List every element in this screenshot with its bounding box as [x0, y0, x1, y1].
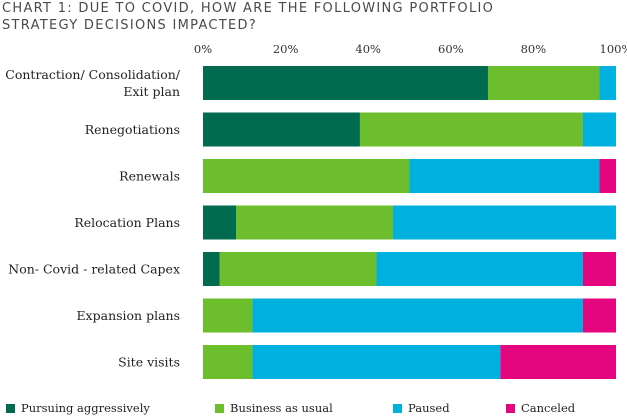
- bar-segment-renewals-paused: [409, 159, 600, 193]
- chart-title-line-2: STRATEGY DECISIONS IMPACTED?: [2, 18, 258, 33]
- legend-swatch-business-as-usual: [215, 403, 224, 413]
- legend-label-paused: Paused: [408, 401, 450, 415]
- bar-segment-expansion-plans-paused: [252, 298, 583, 333]
- legend-item-business-as-usual: Business as usual: [215, 401, 333, 415]
- bar-segment-renewals-canceled: [599, 159, 616, 193]
- category-label-site-visits: Site visits: [118, 355, 180, 370]
- bar-segment-contraction-consolidation-exit-plan-business-as-usual: [487, 66, 600, 100]
- stacked-bar-chart: 0% 20% 40% 60% 80% 100% Contraction/ Consolida…: [5, 42, 627, 379]
- category-label-relocation-plans: Relocation Plans: [74, 215, 180, 230]
- legend-item-pursuing-aggressively: Pursuing aggressively: [6, 401, 150, 415]
- legend-item-canceled: Canceled: [506, 401, 575, 415]
- bar-segment-non-covid-related-capex-pursuing-aggressively: [203, 252, 220, 286]
- x-tick-label-0: 0%: [194, 42, 212, 56]
- bar-segment-relocation-plans-pursuing-aggressively: [203, 205, 237, 240]
- category-label-contraction-consolidation-exit-plan: Contraction/ Consolidation/Exit plan: [5, 67, 181, 99]
- bar-segment-expansion-plans-canceled: [582, 298, 616, 333]
- legend-swatch-pursuing-aggressively: [6, 403, 15, 413]
- bar-segment-non-covid-related-capex-business-as-usual: [219, 252, 377, 286]
- legend-label-business-as-usual: Business as usual: [230, 401, 333, 415]
- x-tick-label-80: 80%: [521, 42, 547, 56]
- bar-segment-renegotiations-paused: [582, 112, 616, 147]
- x-tick-label-60: 60%: [438, 42, 464, 56]
- bar-segment-renegotiations-business-as-usual: [359, 112, 583, 147]
- chart-legend: Pursuing aggressively Business as usual …: [0, 401, 627, 417]
- bar-segment-expansion-plans-business-as-usual: [203, 298, 253, 333]
- bar-segment-non-covid-related-capex-canceled: [582, 252, 616, 286]
- bar-segment-site-visits-paused: [252, 345, 501, 379]
- category-label-renegotiations: Renegotiations: [85, 122, 180, 137]
- bar-segment-relocation-plans-paused: [392, 205, 616, 240]
- chart-title: CHART 1: DUE TO COVID, HOW ARE THE FOLLO…: [2, 0, 494, 34]
- legend-swatch-canceled: [506, 403, 515, 413]
- bar-segment-site-visits-canceled: [500, 345, 616, 379]
- category-label-non-covid-related-capex: Non- Covid - related Capex: [8, 262, 180, 277]
- bar-segment-contraction-consolidation-exit-plan-paused: [599, 66, 616, 100]
- x-tick-label-40: 40%: [355, 42, 381, 56]
- x-tick-label-100: 100%: [600, 42, 627, 56]
- legend-swatch-paused: [393, 403, 402, 413]
- bar-segment-contraction-consolidation-exit-plan-pursuing-aggressively: [203, 66, 488, 100]
- bar-segment-site-visits-business-as-usual: [203, 345, 253, 379]
- bar-segment-relocation-plans-business-as-usual: [236, 205, 393, 240]
- chart-title-line-1: CHART 1: DUE TO COVID, HOW ARE THE FOLLO…: [2, 1, 495, 16]
- category-label-renewals: Renewals: [119, 169, 180, 184]
- legend-label-pursuing-aggressively: Pursuing aggressively: [21, 401, 150, 415]
- category-label-expansion-plans: Expansion plans: [76, 308, 180, 323]
- bar-segment-non-covid-related-capex-paused: [376, 252, 583, 286]
- bar-segment-renewals-business-as-usual: [203, 159, 410, 193]
- bar-segment-renegotiations-pursuing-aggressively: [203, 112, 360, 147]
- legend-item-paused: Paused: [393, 401, 450, 415]
- legend-label-canceled: Canceled: [521, 401, 576, 415]
- x-tick-label-20: 20%: [273, 42, 299, 56]
